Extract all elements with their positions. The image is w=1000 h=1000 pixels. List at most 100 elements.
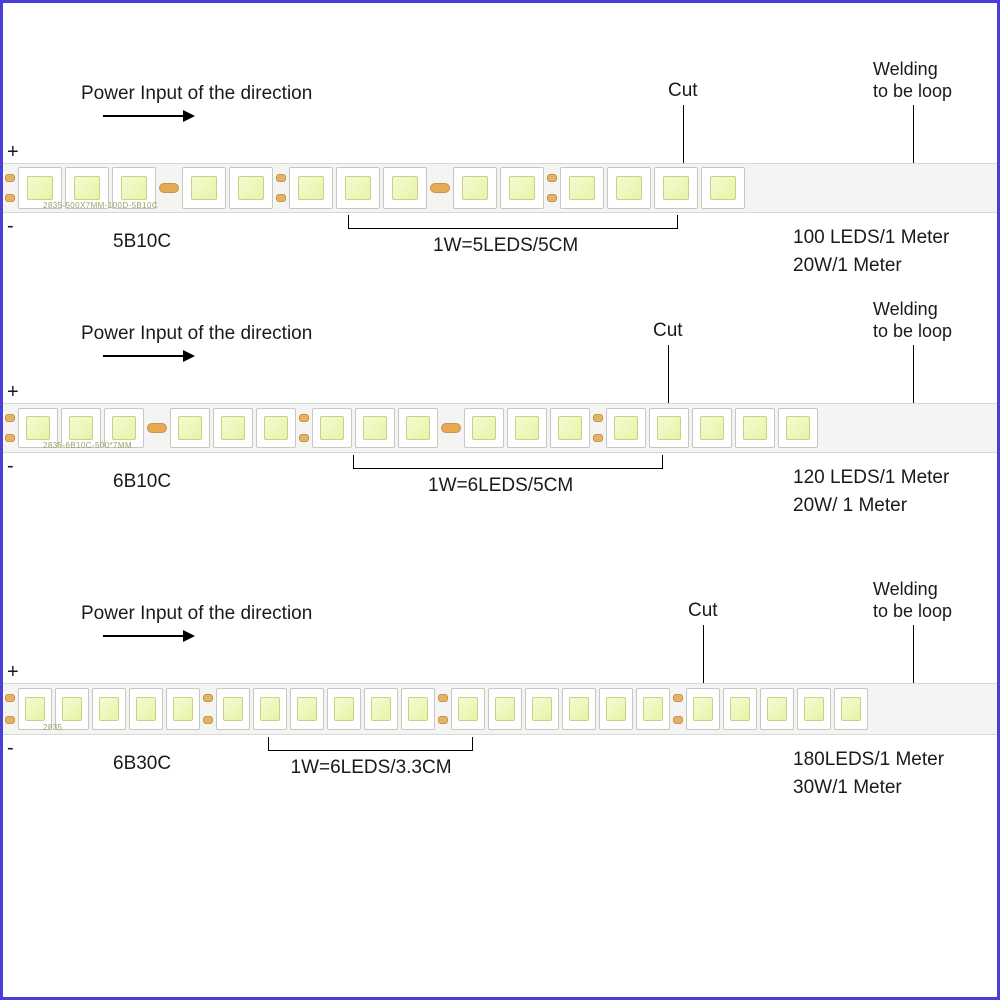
solder-pad bbox=[299, 414, 309, 442]
led-chip bbox=[129, 688, 163, 730]
segment-bracket bbox=[353, 455, 663, 469]
power-input-label: Power Input of the direction bbox=[81, 323, 312, 345]
welding-callout-line bbox=[913, 105, 914, 163]
cut-callout-line bbox=[703, 625, 704, 683]
led-chip bbox=[560, 167, 604, 209]
led-chip bbox=[735, 408, 775, 448]
led-chip bbox=[355, 408, 395, 448]
led-chip bbox=[606, 408, 646, 448]
polarity-minus: - bbox=[7, 215, 14, 238]
led-chip bbox=[636, 688, 670, 730]
solder-pad bbox=[5, 414, 15, 442]
spec-watts-per-meter: 30W/1 Meter bbox=[793, 777, 902, 799]
polarity-minus: - bbox=[7, 455, 14, 478]
capacitor bbox=[430, 183, 450, 193]
pcb-marking: 2835-500X7MM-100D-5B10C bbox=[43, 201, 158, 210]
led-chip bbox=[723, 688, 757, 730]
polarity-minus: - bbox=[7, 737, 14, 760]
led-chip bbox=[256, 408, 296, 448]
led-chip bbox=[488, 688, 522, 730]
led-chip bbox=[166, 688, 200, 730]
led-strip: 2835-500X7MM-100D-5B10C bbox=[3, 163, 997, 213]
segment-bracket bbox=[348, 215, 678, 229]
spec-watts-per-meter: 20W/1 Meter bbox=[793, 255, 902, 277]
led-chip bbox=[312, 408, 352, 448]
welding-label-1: Welding bbox=[873, 299, 938, 320]
led-chip bbox=[607, 167, 651, 209]
led-chip bbox=[398, 408, 438, 448]
welding-callout-line bbox=[913, 625, 914, 683]
led-chip bbox=[213, 408, 253, 448]
power-input-label: Power Input of the direction bbox=[81, 83, 312, 105]
model-label: 6B30C bbox=[113, 753, 171, 775]
solder-pad bbox=[438, 694, 448, 723]
welding-label-1: Welding bbox=[873, 579, 938, 600]
led-chip bbox=[289, 167, 333, 209]
led-chip bbox=[451, 688, 485, 730]
led-chip bbox=[507, 408, 547, 448]
led-chip bbox=[327, 688, 361, 730]
led-chip bbox=[216, 688, 250, 730]
solder-pad bbox=[5, 174, 15, 202]
segment-label: 1W=6LEDS/3.3CM bbox=[291, 757, 452, 779]
led-chip bbox=[686, 688, 720, 730]
led-chip bbox=[92, 688, 126, 730]
model-label: 5B10C bbox=[113, 231, 171, 253]
led-chip bbox=[290, 688, 324, 730]
spec-watts-per-meter: 20W/ 1 Meter bbox=[793, 495, 907, 517]
led-chip bbox=[692, 408, 732, 448]
direction-arrow-icon bbox=[103, 115, 193, 117]
welding-label-2: to be loop bbox=[873, 81, 952, 102]
led-chip bbox=[336, 167, 380, 209]
led-chip bbox=[562, 688, 596, 730]
power-input-label: Power Input of the direction bbox=[81, 603, 312, 625]
segment-label: 1W=5LEDS/5CM bbox=[433, 235, 578, 257]
polarity-plus: + bbox=[7, 661, 19, 684]
led-chip bbox=[464, 408, 504, 448]
led-chip bbox=[701, 167, 745, 209]
solder-pad bbox=[547, 174, 557, 202]
pcb-marking: 2835 bbox=[43, 723, 62, 732]
led-chip bbox=[797, 688, 831, 730]
led-strip-row-2: Power Input of the directionCutWeldingto… bbox=[3, 603, 997, 825]
led-chip bbox=[649, 408, 689, 448]
direction-arrow-icon bbox=[103, 635, 193, 637]
pcb-marking: 2835-6B10C-500*7MM bbox=[43, 441, 132, 450]
led-chip bbox=[229, 167, 273, 209]
led-strip: 2835-6B10C-500*7MM bbox=[3, 403, 997, 453]
capacitor bbox=[159, 183, 179, 193]
led-chip bbox=[182, 167, 226, 209]
spec-leds-per-meter: 120 LEDS/1 Meter bbox=[793, 467, 949, 489]
polarity-plus: + bbox=[7, 141, 19, 164]
led-chip bbox=[654, 167, 698, 209]
led-chip bbox=[778, 408, 818, 448]
solder-pad bbox=[203, 694, 213, 723]
capacitor bbox=[147, 423, 167, 433]
led-chip bbox=[453, 167, 497, 209]
capacitor bbox=[441, 423, 461, 433]
led-chip bbox=[834, 688, 868, 730]
led-chip bbox=[401, 688, 435, 730]
cut-label: Cut bbox=[668, 80, 698, 102]
welding-callout-line bbox=[913, 345, 914, 403]
cut-callout-line bbox=[668, 345, 669, 403]
segment-label: 1W=6LEDS/5CM bbox=[428, 475, 573, 497]
welding-label-2: to be loop bbox=[873, 601, 952, 622]
led-strip-row-1: Power Input of the directionCutWeldingto… bbox=[3, 323, 997, 543]
solder-pad bbox=[593, 414, 603, 442]
led-strip: 2835 bbox=[3, 683, 997, 735]
led-chip bbox=[599, 688, 633, 730]
direction-arrow-icon bbox=[103, 355, 193, 357]
spec-leds-per-meter: 180LEDS/1 Meter bbox=[793, 749, 944, 771]
welding-label-1: Welding bbox=[873, 59, 938, 80]
led-chip bbox=[760, 688, 794, 730]
led-chip bbox=[253, 688, 287, 730]
cut-label: Cut bbox=[688, 600, 718, 622]
led-chip bbox=[383, 167, 427, 209]
cut-callout-line bbox=[683, 105, 684, 163]
led-chip bbox=[550, 408, 590, 448]
model-label: 6B10C bbox=[113, 471, 171, 493]
led-chip bbox=[364, 688, 398, 730]
led-strip-row-0: Power Input of the directionCutWeldingto… bbox=[3, 83, 997, 303]
solder-pad bbox=[276, 174, 286, 202]
